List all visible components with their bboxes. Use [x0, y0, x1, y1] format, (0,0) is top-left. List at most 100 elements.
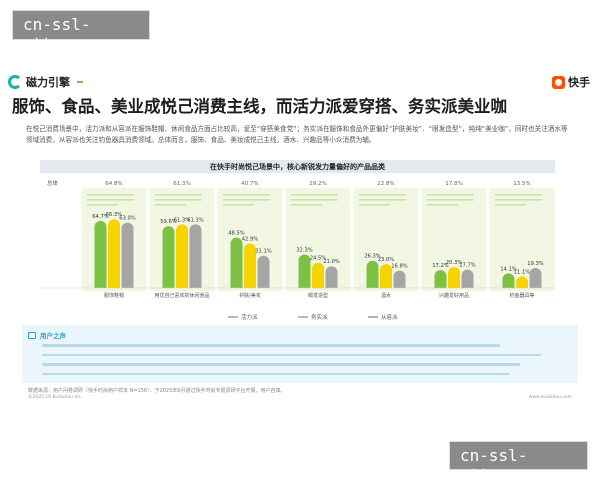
- bar-base-2-2: [257, 282, 270, 288]
- footer-url: www.kuaishou.com: [528, 395, 572, 400]
- data-label: 61.3%: [187, 217, 204, 223]
- bar-0-3: [298, 254, 311, 288]
- kuaishou-icon: [552, 75, 565, 89]
- category-note-line: [495, 194, 542, 196]
- data-label: 64.7%: [92, 214, 109, 220]
- data-label: 20.3%: [446, 260, 463, 266]
- category-background: [489, 188, 555, 291]
- category-note-line: [427, 204, 459, 206]
- platform-logo: 快手: [552, 74, 590, 90]
- speaker-icon: [28, 331, 36, 339]
- category-note-line: [87, 204, 119, 206]
- brand-logo-icon: [8, 75, 22, 89]
- bar-chart: 总体 64.8%64.7%66.3%63.0%服饰鞋帽61.3%59.6%61.3…: [42, 179, 556, 321]
- category-note-line: [87, 194, 134, 196]
- data-label: 42.9%: [242, 236, 259, 242]
- category-note-line: [155, 194, 202, 196]
- data-label: 26.3%: [364, 254, 381, 260]
- category-note-line: [223, 204, 255, 206]
- bar-base-1-3: [312, 282, 324, 288]
- total-row-label: 总体: [47, 179, 59, 187]
- bar-0-2: [230, 237, 243, 288]
- data-label: 61.3%: [174, 217, 191, 223]
- bar-2-0: [121, 222, 134, 288]
- category-note-line: [223, 194, 270, 196]
- data-label: 14.1%: [500, 266, 517, 272]
- category-label: 酒水: [381, 292, 391, 299]
- total-value: 40.7%: [241, 181, 258, 187]
- legend-label-2: 从容派: [381, 313, 398, 321]
- category-label: 钓鱼器具等: [509, 292, 534, 299]
- page-title: 服饰、食品、美业成悦己消费主线，而活力派爱穿搭、务实派美业咖: [12, 97, 507, 116]
- platform-label: 快手: [568, 76, 590, 89]
- total-value: 17.8%: [445, 181, 462, 187]
- bar-base-1-4: [380, 282, 392, 288]
- legend-label-0: 活力派: [241, 313, 258, 321]
- total-value: 13.5%: [513, 181, 530, 187]
- data-label: 23.0%: [378, 257, 395, 263]
- data-label: 17.2%: [432, 263, 449, 269]
- bar-0-1: [162, 226, 175, 288]
- data-label: 32.3%: [296, 247, 313, 253]
- watermark-bottom: cn-ssl-wtt.com: [449, 441, 588, 484]
- source-note: 数据来源：用户问卷调研（快手时尚用户样本 N=156），于2025年6月通过快手…: [28, 388, 286, 394]
- category-note-line: [223, 199, 270, 201]
- user-voice-title: 用户之声: [40, 332, 66, 340]
- bar-base-0-4: [366, 282, 379, 288]
- category-note-line: [495, 199, 542, 201]
- quote-line: [42, 363, 521, 366]
- category-note-line: [495, 204, 527, 206]
- quote-line: [42, 344, 500, 347]
- data-label: 48.5%: [228, 231, 245, 237]
- bar-base-2-1: [189, 282, 202, 288]
- user-voice-box: 用户之声: [22, 325, 578, 383]
- category-label: 兴趣爱好用品: [439, 292, 469, 299]
- user-voice-header: 用户之声: [28, 330, 66, 340]
- total-value: 29.2%: [309, 181, 326, 187]
- bar-base-2-4: [393, 282, 406, 288]
- brand-tag: [77, 81, 83, 83]
- category-note-line: [291, 204, 323, 206]
- bar-base-2-3: [325, 282, 338, 288]
- bar-2-1: [189, 224, 202, 288]
- category-note-line: [427, 199, 474, 201]
- data-label: 17.7%: [459, 263, 476, 269]
- data-label: 19.3%: [527, 261, 544, 267]
- legend-label-1: 务实派: [311, 313, 328, 321]
- chart-title: 在快手时尚悦己场景中，核心新锐发力量偏好的产品品类: [210, 163, 385, 171]
- quote-line: [42, 353, 542, 357]
- bar-base-1-2: [244, 282, 256, 288]
- user-voice-quotes: [42, 344, 562, 382]
- data-label: 66.3%: [106, 212, 123, 218]
- category-note-line: [291, 199, 338, 201]
- category-label: 眼发造型: [308, 292, 328, 299]
- bar-base-0-5: [434, 282, 447, 288]
- category-note-line: [87, 199, 134, 201]
- bar-base-1-1: [176, 282, 188, 288]
- bar-base-0-6: [502, 282, 515, 288]
- bar-base-0-2: [230, 282, 243, 288]
- bar-base-0-1: [162, 282, 175, 288]
- data-label: 59.6%: [160, 219, 177, 225]
- category-label: 护肤/美妆: [239, 292, 261, 299]
- category-note-line: [155, 199, 202, 201]
- data-label: 21.0%: [323, 259, 340, 265]
- category-label: 用优自己喜欢的休闲食品: [154, 292, 209, 299]
- brand-name: 磁力引擎: [26, 76, 70, 89]
- bar-1-1: [176, 224, 188, 288]
- bar-base-1-5: [448, 282, 460, 288]
- category-note-line: [359, 199, 406, 201]
- quote-line: [42, 372, 510, 376]
- bar-2-2: [257, 255, 270, 288]
- brand-logo: 磁力引擎: [8, 74, 83, 90]
- data-label: 11.1%: [514, 269, 531, 275]
- bar-1-3: [312, 262, 324, 288]
- intro-paragraph: 在悦己消费场景中，活力派和从容派在服饰鞋帽、休闲食品方面占比较高，爱至“穿搭美食…: [26, 125, 568, 144]
- total-value: 64.8%: [105, 181, 122, 187]
- data-label: 24.5%: [310, 256, 327, 262]
- bar-base-2-5: [461, 282, 474, 288]
- bar-base-1-6: [516, 282, 528, 288]
- chart-title-bar: 在快手时尚悦己场景中，核心新锐发力量偏好的产品品类: [40, 160, 555, 173]
- category-note-line: [359, 194, 406, 196]
- watermark-top: cn-ssl-wtt.com: [12, 10, 150, 53]
